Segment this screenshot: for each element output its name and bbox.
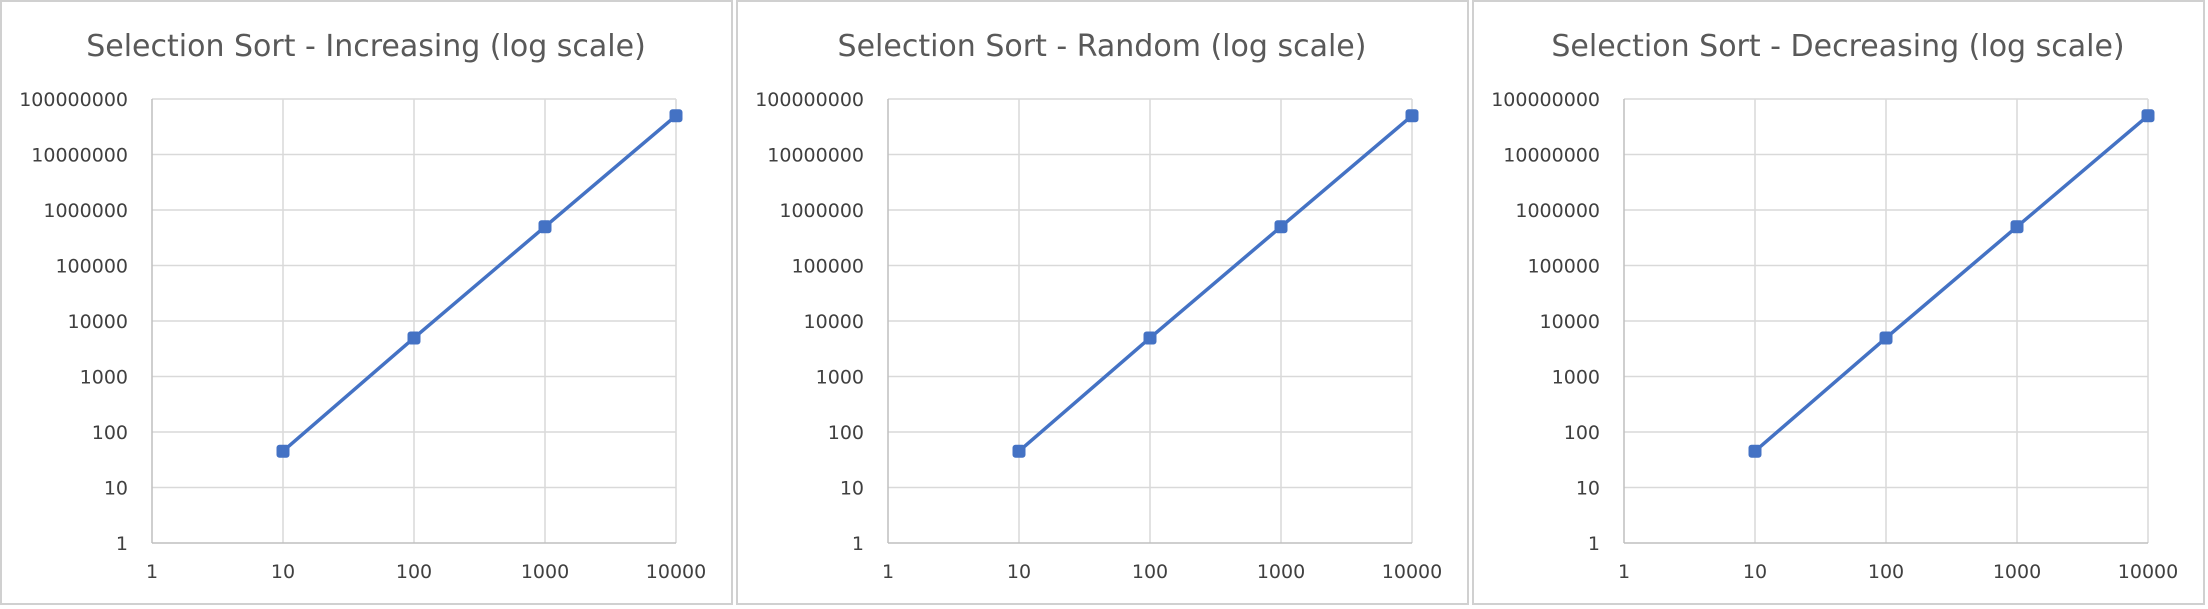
y-tick-label: 1 bbox=[1588, 533, 1600, 555]
y-tick-label: 10 bbox=[104, 478, 128, 500]
y-tick-label: 100 bbox=[828, 422, 864, 444]
data-point-marker[interactable] bbox=[1012, 444, 1026, 458]
x-tick-label: 1 bbox=[146, 561, 158, 583]
y-tick-label: 1000000 bbox=[43, 200, 128, 222]
y-tick-label: 10 bbox=[840, 478, 864, 500]
data-point-marker[interactable] bbox=[669, 109, 683, 123]
chart-title: Selection Sort - Decreasing (log scale) bbox=[1551, 29, 2124, 64]
y-tick-label: 100 bbox=[1564, 422, 1600, 444]
series-line bbox=[281, 113, 678, 453]
x-tick-label: 1000 bbox=[521, 561, 569, 583]
chart-decreasing: Selection Sort - Decreasing (log scale) 1… bbox=[1491, 29, 2178, 583]
data-point-marker[interactable] bbox=[538, 220, 552, 234]
x-tick-label: 10000 bbox=[646, 561, 706, 583]
y-tick-label: 10000000 bbox=[767, 145, 864, 167]
chart-increasing: Selection Sort - Increasing (log scale) 1… bbox=[19, 29, 706, 583]
x-tick-label: 1 bbox=[1618, 561, 1630, 583]
y-tick-label: 1000000 bbox=[1515, 200, 1600, 222]
y-tick-label: 10000 bbox=[68, 311, 128, 333]
series-line bbox=[1017, 113, 1414, 453]
x-tick-label: 1000 bbox=[1993, 561, 2041, 583]
y-tick-label: 1000000 bbox=[779, 200, 864, 222]
y-tick-label: 100000 bbox=[1527, 256, 1600, 278]
x-tick-label: 10000 bbox=[1382, 561, 1442, 583]
data-point-marker[interactable] bbox=[407, 331, 421, 345]
data-point-marker[interactable] bbox=[2141, 109, 2155, 123]
data-point-marker[interactable] bbox=[1879, 331, 1893, 345]
y-tick-label: 1000 bbox=[816, 367, 864, 389]
y-tick-label: 100 bbox=[92, 422, 128, 444]
data-point-marker[interactable] bbox=[1274, 220, 1288, 234]
data-point-marker[interactable] bbox=[276, 444, 290, 458]
data-point-marker[interactable] bbox=[2010, 220, 2024, 234]
y-tick-label: 100000000 bbox=[755, 89, 864, 111]
chart-panel-increasing[interactable]: Selection Sort - Increasing (log scale) 1… bbox=[0, 0, 733, 605]
chart-title: Selection Sort - Random (log scale) bbox=[838, 29, 1367, 64]
x-tick-label: 10 bbox=[1743, 561, 1767, 583]
x-tick-label: 10000 bbox=[2118, 561, 2178, 583]
y-tick-label: 100000000 bbox=[19, 89, 128, 111]
x-tick-label: 100 bbox=[396, 561, 432, 583]
y-tick-label: 100000 bbox=[55, 256, 128, 278]
data-point-marker[interactable] bbox=[1143, 331, 1157, 345]
y-tick-label: 100000000 bbox=[1491, 89, 1600, 111]
series-line bbox=[1753, 113, 2150, 453]
x-tick-label: 10 bbox=[1007, 561, 1031, 583]
y-tick-label: 10 bbox=[1576, 478, 1600, 500]
y-tick-label: 10000000 bbox=[31, 145, 128, 167]
y-tick-label: 10000000 bbox=[1503, 145, 1600, 167]
x-tick-label: 1 bbox=[882, 561, 894, 583]
data-point-marker[interactable] bbox=[1748, 444, 1762, 458]
x-tick-label: 100 bbox=[1868, 561, 1904, 583]
y-tick-label: 1000 bbox=[80, 367, 128, 389]
y-tick-label: 100000 bbox=[791, 256, 864, 278]
y-tick-label: 10000 bbox=[804, 311, 864, 333]
x-tick-label: 100 bbox=[1132, 561, 1168, 583]
x-tick-label: 10 bbox=[271, 561, 295, 583]
y-tick-label: 1000 bbox=[1552, 367, 1600, 389]
x-tick-label: 1000 bbox=[1257, 561, 1305, 583]
chart-title: Selection Sort - Increasing (log scale) bbox=[86, 29, 646, 64]
chart-panel-decreasing[interactable]: Selection Sort - Decreasing (log scale) 1… bbox=[1472, 0, 2205, 605]
chart-random: Selection Sort - Random (log scale) 1 10 10… bbox=[755, 29, 1442, 583]
data-point-marker[interactable] bbox=[1405, 109, 1419, 123]
y-tick-label: 1 bbox=[116, 533, 128, 555]
y-tick-label: 10000 bbox=[1540, 311, 1600, 333]
chart-panel-random[interactable]: Selection Sort - Random (log scale) 1 10 10… bbox=[736, 0, 1469, 605]
y-tick-label: 1 bbox=[852, 533, 864, 555]
